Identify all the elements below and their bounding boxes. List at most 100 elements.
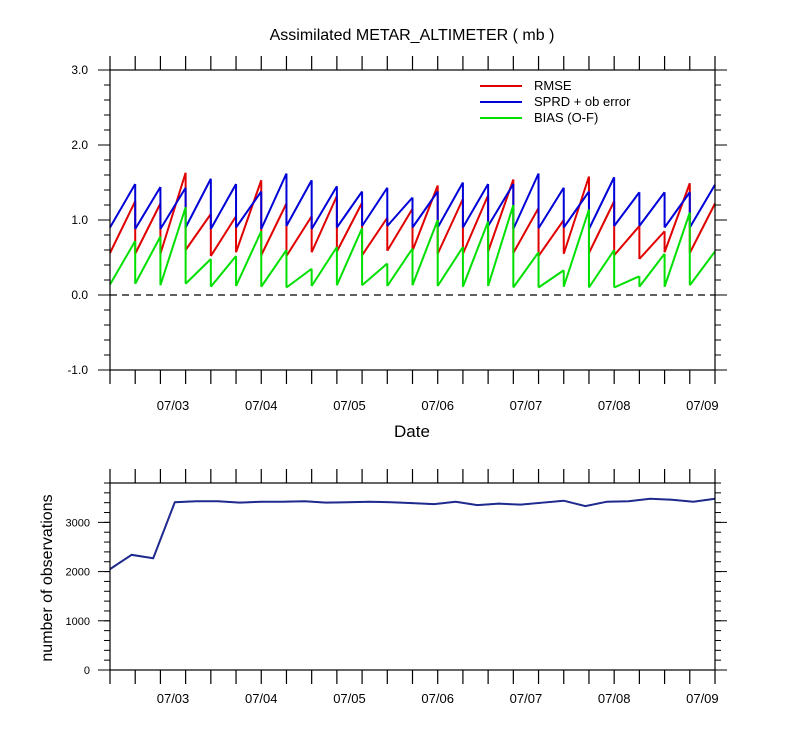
- x-tick-label: 07/03: [157, 398, 190, 413]
- rmse-segment: [386, 208, 414, 252]
- top-plot-frame: [109, 69, 716, 371]
- y-tick-label: 0: [84, 665, 90, 677]
- rmse-segment: [310, 195, 338, 253]
- sprd-segment: [159, 187, 187, 230]
- bias-segment: [235, 230, 263, 287]
- top-plot-ticks: [98, 56, 727, 384]
- sprd-segment: [336, 190, 363, 229]
- rmse-segment: [134, 203, 162, 255]
- x-tick-label: 07/08: [598, 398, 631, 413]
- x-tick-label: 07/06: [421, 691, 454, 706]
- y-tick-label: 1.0: [71, 213, 88, 227]
- sprd-segment: [562, 190, 590, 229]
- observations-line-dashed: [109, 497, 716, 570]
- legend-label-bias: BIAS (O-F): [534, 110, 598, 125]
- bias-segment: [184, 258, 212, 285]
- sprd-segment: [209, 183, 237, 230]
- rmse-segment: [361, 217, 389, 256]
- y-tick-label: 2.0: [71, 138, 88, 152]
- x-tick-label: 07/09: [686, 398, 719, 413]
- y-tick-label: 3000: [66, 517, 90, 529]
- sprd-segment: [613, 191, 641, 227]
- y-tick-label: 3.0: [71, 63, 88, 77]
- bias-segment: [487, 204, 515, 287]
- rmse-segment: [688, 203, 716, 254]
- bottom-plot-frame: [109, 482, 716, 671]
- sprd-segment: [260, 173, 288, 230]
- sprd-segment: [663, 191, 691, 229]
- rmse-segment: [159, 172, 187, 255]
- sprd-segment: [361, 187, 389, 227]
- sprd-segment: [386, 196, 414, 227]
- sprd-segment: [588, 176, 616, 230]
- bias-segment: [537, 269, 565, 289]
- legend-label-sprd: SPRD + ob error: [534, 94, 631, 109]
- legend: RMSE SPRD + ob error BIAS (O-F): [480, 78, 631, 125]
- sprd-segment: [487, 183, 515, 227]
- x-tick-label: 07/05: [333, 398, 366, 413]
- y-tick-label: -1.0: [67, 363, 88, 377]
- rmse-segment: [512, 207, 540, 254]
- bias-segment: [688, 250, 716, 286]
- sprd-segment: [184, 178, 212, 228]
- bottom-plot-x-tick-labels: 07/03 07/04 07/05 07/06 07/07 07/08 07/09: [157, 691, 719, 706]
- chart-title: Assimilated METAR_ALTIMETER ( mb ): [270, 27, 555, 44]
- bias-segment: [411, 219, 439, 286]
- sprd-segment: [134, 186, 162, 230]
- bias-segment: [613, 275, 640, 289]
- bias-segment: [361, 262, 388, 287]
- rmse-segment: [461, 194, 490, 255]
- sprd-segment: [638, 191, 666, 227]
- y-tick-label: 1000: [66, 616, 90, 628]
- rmse-segment: [638, 230, 666, 260]
- rmse-segment: [184, 213, 212, 251]
- bias-segment: [159, 206, 187, 286]
- x-tick-label: 07/04: [245, 398, 278, 413]
- bias-segment: [134, 236, 162, 285]
- x-tick-label: 07/03: [157, 691, 190, 706]
- bias-segment: [663, 212, 691, 288]
- legend-label-rmse: RMSE: [534, 78, 572, 93]
- y-tick-label: 2000: [66, 567, 90, 579]
- bias-segment: [109, 240, 137, 286]
- bias-segment: [210, 255, 237, 288]
- y-axis-label-observations: number of observations: [39, 494, 56, 661]
- bias-segment: [335, 227, 363, 286]
- bias-segment: [638, 253, 666, 288]
- x-axis-label: Date: [394, 422, 430, 441]
- rmse-segment: [209, 215, 237, 257]
- x-tick-label: 07/04: [245, 691, 278, 706]
- bottom-plot-ticks: [98, 469, 727, 684]
- rmse-segment: [235, 179, 263, 253]
- bottom-plot-y-tick-labels: 3000 2000 1000 0: [66, 517, 90, 677]
- sprd-segment: [109, 183, 137, 229]
- x-tick-label: 07/08: [598, 691, 631, 706]
- rmse-segment: [537, 219, 565, 257]
- sprd-segment: [462, 183, 489, 229]
- sprd-segment: [310, 185, 338, 230]
- bias-segment: [562, 209, 590, 288]
- rmse-segment: [436, 198, 464, 255]
- top-plot-y-tick-labels: 3.0 2.0 1.0 0.0 -1.0: [67, 63, 88, 377]
- bias-segment: [461, 221, 490, 288]
- sprd-segment: [436, 182, 464, 228]
- rmse-segment: [613, 225, 641, 256]
- bias-segment: [260, 249, 288, 288]
- bias-segment: [588, 249, 615, 289]
- sprd-segment: [537, 187, 565, 229]
- x-tick-label: 07/07: [510, 398, 543, 413]
- rmse-segment: [335, 202, 363, 252]
- sprd-segment: [688, 184, 716, 229]
- sprd-segment: [235, 190, 263, 229]
- x-tick-label: 07/09: [686, 691, 719, 706]
- sprd-segment: [285, 179, 313, 227]
- y-tick-label: 0.0: [71, 288, 88, 302]
- rmse-segment: [562, 176, 590, 255]
- x-tick-label: 07/07: [510, 691, 543, 706]
- bias-segment: [310, 246, 338, 287]
- rmse-segment: [285, 215, 313, 257]
- bias-series: [109, 204, 716, 289]
